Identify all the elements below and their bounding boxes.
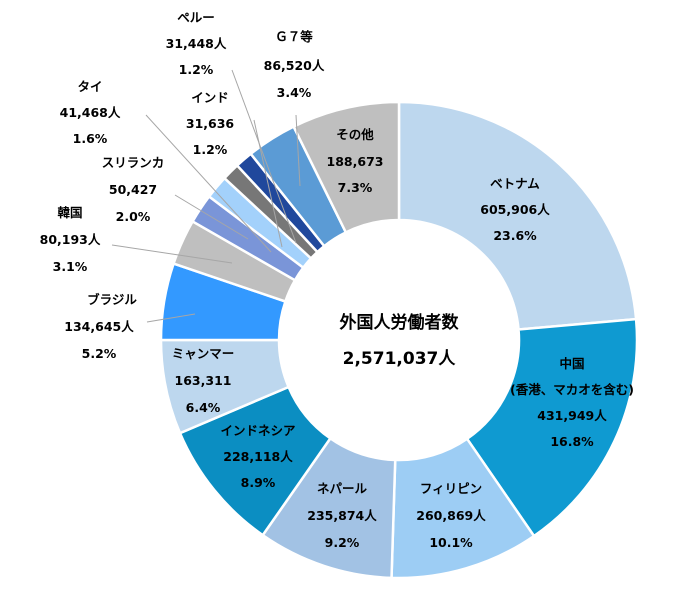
slice-5-label-2: 6.4% <box>186 400 221 415</box>
slice-5-label-1: 163,311 <box>175 373 232 388</box>
slice-1-label-3: 16.8% <box>550 434 594 449</box>
slice-8-label-1: 50,427 <box>109 182 157 197</box>
slice-0-label-2: 23.6% <box>493 228 537 243</box>
slice-11-leader-line <box>231 69 297 244</box>
slice-11-label-1: 31,448人 <box>166 36 227 51</box>
slice-4-label-0: インドネシア <box>220 423 295 438</box>
slice-2-label-1: 260,869人 <box>416 508 486 523</box>
slice-8-leader-line <box>174 194 249 240</box>
slice-0-wedge <box>397 100 638 331</box>
slice-7-label-1: 80,193人 <box>40 232 101 247</box>
slice-6-label-0: ブラジル <box>87 292 137 307</box>
slice-3-label-2: 9.2% <box>325 535 360 550</box>
slice-1-label-1: (香港、マカオを含む) <box>510 382 634 397</box>
slice-12-label-1: 86,520人 <box>264 58 325 73</box>
slice-10-label-1: 31,636 <box>186 116 235 131</box>
leader-lines-group <box>111 69 301 323</box>
slice-12-label-0: Ｇ７等 <box>275 29 313 44</box>
center-title: 外国人労働者数 <box>340 312 460 333</box>
slice-5-label-0: ミャンマー <box>172 346 235 361</box>
slice-7-leader-line <box>111 244 233 264</box>
slice-2-label-0: フィリピン <box>420 481 482 496</box>
slice-10-label-0: インド <box>191 90 229 105</box>
slice-4-label-2: 8.9% <box>241 475 276 490</box>
slice-9-label-0: タイ <box>77 79 102 94</box>
slice-6-label-2: 5.2% <box>82 346 117 361</box>
slice-12-label-2: 3.4% <box>277 85 312 100</box>
slice-9-label-1: 41,468人 <box>60 105 121 120</box>
slice-13-label-2: 7.3% <box>338 180 373 195</box>
slice-11-label-2: 1.2% <box>179 62 214 77</box>
slice-7-label-2: 3.1% <box>53 259 88 274</box>
slice-1-wedge <box>465 317 639 538</box>
slice-11-label-0: ペルー <box>177 10 215 25</box>
slice-1-label-0: 中国 <box>559 356 584 371</box>
slice-3-label-0: ネパール <box>317 481 368 496</box>
slice-13-label-0: その他 <box>336 127 374 142</box>
slice-0-label-0: ベトナム <box>490 176 540 191</box>
slice-8-label-2: 2.0% <box>116 209 151 224</box>
slice-2-label-2: 10.1% <box>429 535 473 550</box>
slice-7-label-0: 韓国 <box>57 205 82 220</box>
slice-1-label-2: 431,949人 <box>537 408 607 423</box>
labels-group: ベトナム 605,906人 23.6% 中国 (香港、マカオを含む) 431,949人 16… <box>40 10 634 550</box>
slice-13-wedge <box>291 100 401 235</box>
slice-9-label-2: 1.6% <box>73 131 108 146</box>
slice-8-label-0: スリランカ <box>102 155 165 170</box>
slices-group <box>159 100 639 580</box>
slice-6-leader-line <box>146 313 196 323</box>
slice-10-label-2: 1.2% <box>193 142 228 157</box>
slice-13-label-1: 188,673 <box>327 154 384 169</box>
slice-4-label-1: 228,118人 <box>223 449 293 464</box>
center-total: 2,571,037人 <box>343 349 457 369</box>
slice-6-label-1: 134,645人 <box>64 319 134 334</box>
slice-9-leader-line <box>145 114 272 253</box>
slice-0-label-1: 605,906人 <box>480 202 550 217</box>
slice-3-label-1: 235,874人 <box>307 508 377 523</box>
slice-12-leader-line <box>295 114 301 187</box>
